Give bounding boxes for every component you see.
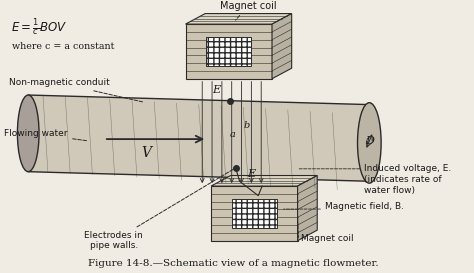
Text: Magnet coil: Magnet coil [220, 1, 277, 20]
Ellipse shape [18, 95, 39, 172]
Ellipse shape [357, 103, 381, 183]
Text: E: E [212, 85, 220, 95]
Text: Non-magnetic conduit: Non-magnetic conduit [9, 78, 144, 102]
Polygon shape [28, 95, 369, 181]
Text: $E = \frac{1}{c}BOV$: $E = \frac{1}{c}BOV$ [10, 17, 67, 38]
Polygon shape [185, 14, 292, 24]
Polygon shape [298, 176, 317, 241]
Polygon shape [272, 14, 292, 79]
Polygon shape [206, 37, 251, 66]
Text: where c = a constant: where c = a constant [12, 42, 115, 51]
Polygon shape [211, 186, 298, 241]
Polygon shape [185, 24, 272, 79]
Text: E: E [247, 170, 255, 179]
Text: a: a [230, 130, 236, 139]
Text: Figure 14-8.—Schematic view of a magnetic flowmeter.: Figure 14-8.—Schematic view of a magneti… [88, 259, 379, 268]
Text: Flowing water: Flowing water [4, 129, 86, 141]
Polygon shape [232, 199, 277, 228]
Text: Magnet coil: Magnet coil [301, 234, 353, 243]
Text: b: b [244, 121, 250, 130]
Text: D: D [365, 136, 374, 146]
Polygon shape [211, 176, 317, 186]
Text: Magnetic field, B.: Magnetic field, B. [325, 202, 404, 211]
Text: Induced voltage, E.
(indicates rate of
water flow): Induced voltage, E. (indicates rate of w… [365, 164, 452, 195]
Text: V: V [141, 146, 151, 159]
Text: Electrodes in
pipe walls.: Electrodes in pipe walls. [84, 169, 233, 251]
